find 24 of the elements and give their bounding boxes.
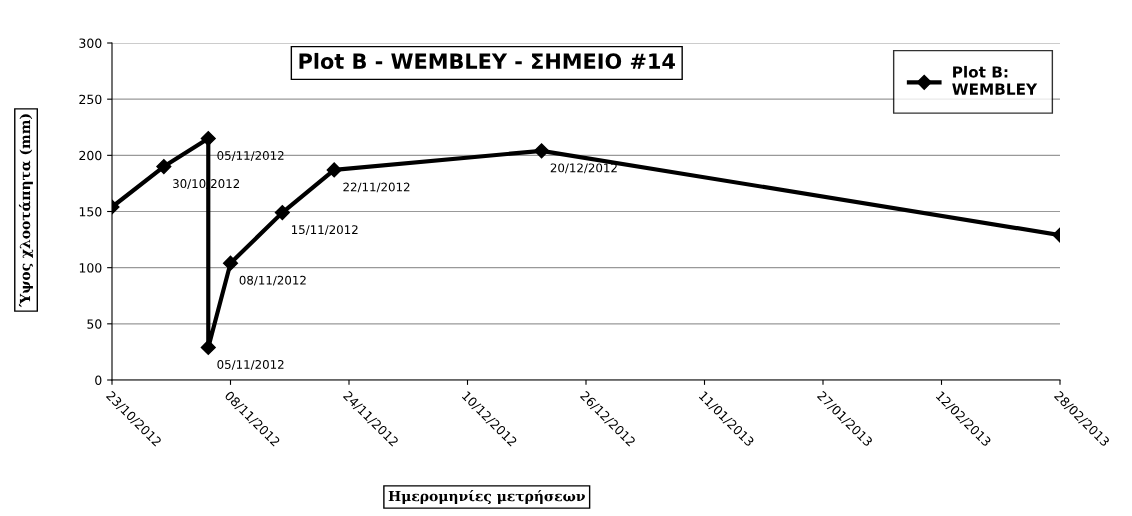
point xyxy=(326,162,342,178)
annotation: 20/12/2012 xyxy=(550,163,617,174)
y-tick-label: 0 xyxy=(95,375,102,385)
y-tick-label: 200 xyxy=(79,150,102,161)
point xyxy=(200,339,216,355)
point xyxy=(533,143,550,159)
annotation: 05/11/2012 xyxy=(217,151,284,161)
y-tick-label: 50 xyxy=(87,319,102,329)
y-tick-label: 100 xyxy=(79,263,102,273)
point xyxy=(200,130,216,147)
annotation: 15/11/2012 xyxy=(291,225,358,236)
annotation: 22/11/2012 xyxy=(343,182,410,193)
y-tick-label: 250 xyxy=(79,94,102,105)
annotation: 05/11/2012 xyxy=(217,359,284,370)
point xyxy=(222,255,239,271)
y-axis-title: Ύψος χλοοτάπητα (mm) xyxy=(18,114,34,308)
point xyxy=(274,205,290,221)
chart-title: Plot B - WEMBLEY - ΣΗΜΕΙΟ #14 xyxy=(299,52,675,70)
x-axis-title: Ημερομηνίες μετρήσεων xyxy=(388,490,585,504)
legend-label: Plot B: WEMBLEY xyxy=(952,65,1038,95)
y-tick-label: 300 xyxy=(79,38,102,48)
annotation: 08/11/2012 xyxy=(239,275,306,286)
point xyxy=(156,158,172,175)
y-tick-label: 150 xyxy=(79,206,102,217)
